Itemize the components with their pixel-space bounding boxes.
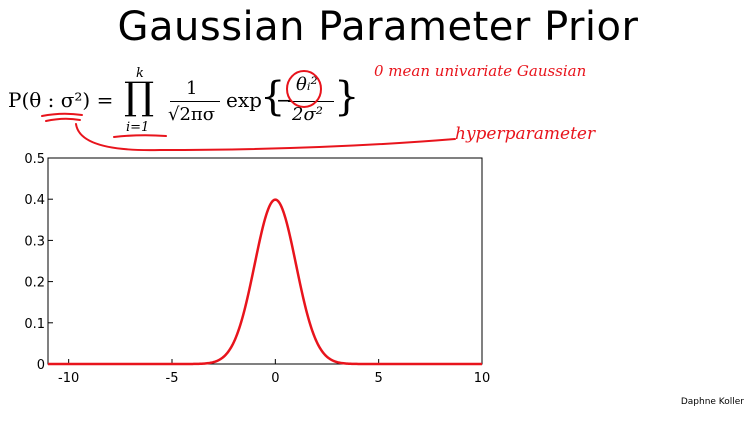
x-tick-label: 0 — [271, 371, 279, 386]
exp-word: exp — [226, 88, 262, 112]
hyperparameter-arrow — [75, 123, 456, 152]
brace-open: { — [260, 74, 286, 120]
product-lower: i=1 — [126, 120, 150, 135]
gaussian-curve — [48, 198, 482, 366]
x-tick-label: -5 — [166, 371, 179, 386]
product-upper: k — [136, 66, 144, 81]
frac1-numerator: 1 — [186, 78, 198, 99]
slide-title: Gaussian Parameter Prior — [117, 4, 639, 50]
y-tick-label: 0 — [37, 358, 45, 373]
y-tick-label: 0.3 — [24, 234, 45, 249]
underline-product-index — [113, 134, 167, 138]
y-tick-label: 0.4 — [24, 193, 45, 208]
prior-formula: P(θ : σ²) = k ∏ i=1 1 √2πσ exp { − θᵢ² 2… — [8, 60, 360, 150]
annotation-zero-mean: 0 mean univariate Gaussian — [374, 62, 587, 80]
product-symbol: ∏ — [124, 74, 155, 118]
plot-frame — [47, 157, 483, 365]
annotation-hyperparameter: hyperparameter — [455, 124, 596, 144]
frac1-bar — [170, 101, 220, 102]
y-tick-label: 0.2 — [24, 276, 45, 291]
x-tick-label: 10 — [474, 371, 491, 386]
x-tick-label: 5 — [375, 371, 383, 386]
author-credit: Daphne Koller — [680, 397, 744, 407]
frac2-denominator: 2σ² — [292, 104, 323, 125]
y-tick-label: 0.1 — [24, 317, 45, 332]
y-tick-label: 0.5 — [24, 152, 45, 167]
frac2-numerator: θᵢ² — [296, 74, 318, 95]
underline-sigma — [41, 112, 83, 122]
brace-close: } — [334, 74, 360, 120]
circle-theta — [286, 70, 322, 108]
x-tick-label: -10 — [58, 371, 79, 386]
frac1-denominator: √2πσ — [168, 104, 216, 125]
tick-group: -10 -5 0 5 10 0 0.1 0.2 0.3 0.4 0.5 — [24, 152, 490, 386]
formula-lhs: P(θ : σ²) = — [8, 88, 114, 112]
frac2-bar — [288, 101, 334, 102]
